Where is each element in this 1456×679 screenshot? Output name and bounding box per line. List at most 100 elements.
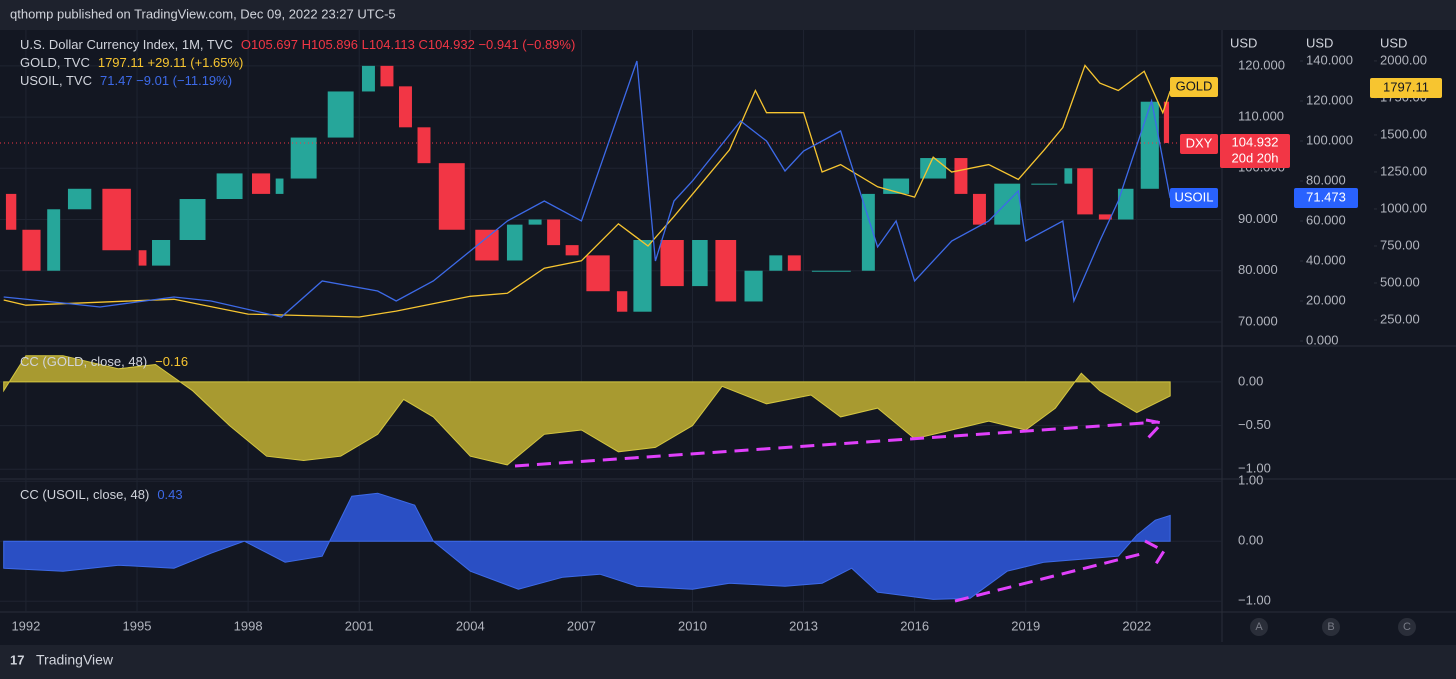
brand: TradingView xyxy=(36,652,114,668)
candle xyxy=(5,193,17,230)
candle xyxy=(438,163,465,230)
badge-text: USOIL xyxy=(1174,189,1213,204)
badge xyxy=(1170,77,1218,97)
candle xyxy=(417,127,431,164)
pane-name: CC (GOLD, close, 48) xyxy=(20,354,147,369)
candle xyxy=(769,255,783,271)
scale-button-label[interactable]: C xyxy=(1403,621,1411,633)
y-tick-label: 80.000 xyxy=(1306,172,1346,187)
y-tick-label: 250.00 xyxy=(1380,311,1420,326)
legend-stats: O105.697 H105.896 L104.113 C104.932 −0.9… xyxy=(241,37,575,52)
candle xyxy=(275,178,284,194)
legend: U.S. Dollar Currency Index, 1M, TVC O105.… xyxy=(20,37,575,502)
candle xyxy=(547,219,561,246)
candle xyxy=(152,240,171,266)
candle xyxy=(399,86,412,128)
candle xyxy=(1031,183,1058,185)
badge-text: 20d 20h xyxy=(1232,150,1279,165)
area xyxy=(3,355,1171,466)
legend-stats: 71.47 −9.01 (−11.19%) xyxy=(100,73,232,88)
trend-drawings xyxy=(514,418,1167,603)
candle xyxy=(1140,101,1159,189)
badge-text: 71.473 xyxy=(1306,189,1346,204)
candle xyxy=(528,219,542,225)
line xyxy=(3,64,1171,318)
y-tick-label: 0.00 xyxy=(1238,533,1263,548)
candle xyxy=(744,270,763,302)
legend-stats: 1797.11 +29.11 (+1.65%) xyxy=(98,55,244,70)
y-tick-label: 1.00 xyxy=(1238,473,1263,488)
x-tick-label: 2007 xyxy=(567,618,596,633)
axis-unit: USD xyxy=(1230,35,1257,50)
candle xyxy=(715,240,737,302)
y-tick-label: −1.00 xyxy=(1238,461,1271,476)
candle xyxy=(1163,101,1170,144)
y-tick-label: 90.000 xyxy=(1238,211,1278,226)
candle xyxy=(506,224,523,261)
candle xyxy=(861,193,875,271)
y-tick-label: 70.000 xyxy=(1238,313,1278,328)
legend-name: U.S. Dollar Currency Index, 1M, TVC xyxy=(20,37,233,52)
x-tick-label: 2001 xyxy=(345,618,374,633)
candle xyxy=(787,255,801,271)
candle xyxy=(475,229,499,261)
candle xyxy=(361,65,375,92)
badge xyxy=(1170,188,1218,208)
scale-button-label[interactable]: B xyxy=(1327,621,1334,633)
badge-text: 1797.11 xyxy=(1383,79,1429,94)
y-tick-label: 2000.00 xyxy=(1380,52,1427,67)
y-tick-label: 500.00 xyxy=(1380,274,1420,289)
x-tick-label: 1992 xyxy=(11,618,40,633)
candle xyxy=(811,270,851,272)
candle xyxy=(67,188,92,210)
candle xyxy=(565,245,579,256)
footer: 17 TradingView A B C xyxy=(10,618,1416,668)
x-tick-label: 2022 xyxy=(1122,618,1151,633)
bottom-bar xyxy=(0,645,1456,679)
candle xyxy=(327,91,354,138)
candle xyxy=(47,209,61,271)
y-tick-label: −1.00 xyxy=(1238,593,1271,608)
logo-mark: 17 xyxy=(10,652,24,667)
candle xyxy=(179,199,206,240)
plot-area: 1992 1995 1998 2001 2004 2007 2010 2013 2016 2019… xyxy=(0,30,1456,642)
candle xyxy=(660,240,684,287)
trend-arrow xyxy=(1145,418,1165,440)
y-tick-label: −0.50 xyxy=(1238,417,1271,432)
y-tick-label: 40.000 xyxy=(1306,252,1346,267)
candle xyxy=(954,158,968,194)
candle xyxy=(994,183,1021,225)
scale-button[interactable] xyxy=(1322,618,1340,636)
scale-button[interactable] xyxy=(1250,618,1268,636)
badge-text: GOLD xyxy=(1176,78,1213,93)
badge xyxy=(1220,134,1290,168)
x-tick-label: 2004 xyxy=(456,618,485,633)
y-tick-label: 750.00 xyxy=(1380,237,1420,252)
y-tick-label: 0.00 xyxy=(1238,373,1263,388)
candle xyxy=(102,188,131,251)
x-tick-label: 2013 xyxy=(789,618,818,633)
x-tick-label: 1998 xyxy=(234,618,263,633)
y-tick-label: 110.000 xyxy=(1238,109,1284,124)
candle xyxy=(251,173,271,194)
badge xyxy=(1294,188,1358,208)
y-tick-label: 120.000 xyxy=(1238,57,1285,72)
y-tick-label: 20.000 xyxy=(1306,292,1346,307)
candle xyxy=(22,229,41,271)
scale-button[interactable] xyxy=(1398,618,1416,636)
axis-unit: USD xyxy=(1380,35,1407,50)
candle xyxy=(1077,168,1093,215)
y-tick-label: 140.000 xyxy=(1306,52,1353,67)
x-tick-label: 2016 xyxy=(900,618,929,633)
y-tick-label: 100.000 xyxy=(1306,132,1353,147)
y-tick-label: 1000.00 xyxy=(1380,200,1427,215)
scale-button-label[interactable]: A xyxy=(1255,621,1263,633)
legend-text: U.S. Dollar Currency Index, 1M, TVC O105.… xyxy=(20,37,575,52)
top-bar xyxy=(0,0,1456,30)
candle xyxy=(616,291,628,312)
legend-text: USOIL, TVC 71.47 −9.01 (−11.19%) xyxy=(20,73,232,88)
candle xyxy=(586,255,610,292)
trend-line xyxy=(954,551,1146,603)
pane-value: −0.16 xyxy=(155,354,188,369)
